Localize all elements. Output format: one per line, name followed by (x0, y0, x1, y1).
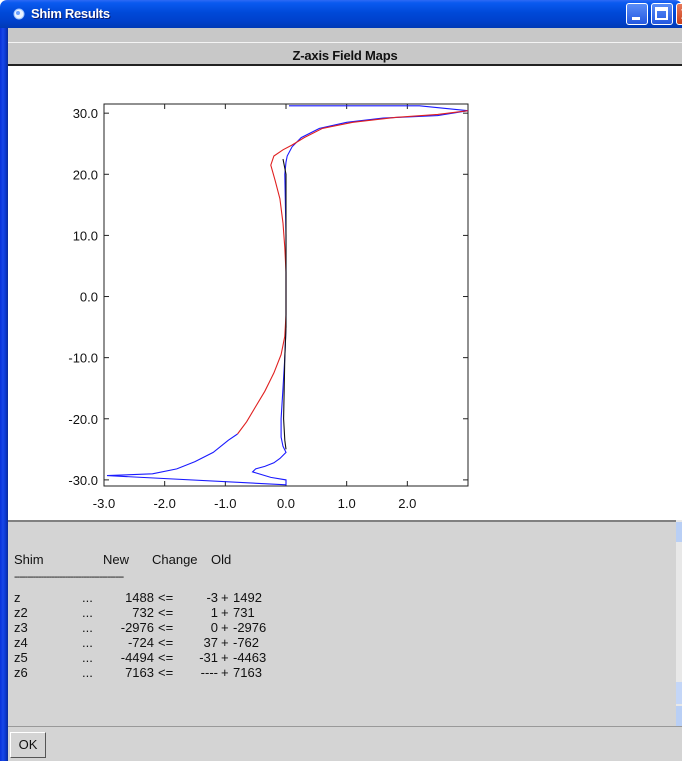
result-change: 0 (210, 620, 218, 635)
field-maps-header: Z-axis Field Maps (8, 42, 682, 66)
field-map-line-1 (106, 105, 469, 486)
close-button[interactable] (676, 3, 682, 25)
result-old: -762 (233, 635, 260, 650)
result-new: -724 (127, 635, 154, 650)
result-dots: ... (82, 635, 93, 650)
result-new: -2976 (120, 620, 154, 635)
result-arrow: <= (158, 620, 174, 635)
x-tick-label: 2.0 (398, 496, 416, 511)
java-app-icon (13, 8, 25, 20)
x-tick-label: -2.0 (153, 496, 175, 511)
y-tick-label: -20.0 (68, 412, 98, 427)
result-name: z3 (14, 620, 28, 635)
result-new: 1488 (125, 590, 154, 605)
x-tick-label: 0.0 (277, 496, 295, 511)
x-tick-label: -1.0 (214, 496, 236, 511)
y-tick-label: 0.0 (80, 290, 98, 305)
y-tick-label: 10.0 (73, 228, 98, 243)
result-change: -31 (199, 650, 218, 665)
result-name: z6 (14, 665, 28, 680)
close-icon (681, 9, 682, 19)
result-row-z3: z3... -2976 <= 0 + -2976 (8, 620, 668, 635)
result-plus: + (221, 665, 229, 680)
result-arrow: <= (158, 590, 174, 605)
maximize-icon (655, 7, 668, 20)
result-arrow: <= (158, 650, 174, 665)
minimize-icon (632, 17, 640, 20)
result-row-z6: z6... 7163 <= ---- +7163 (8, 665, 668, 680)
y-tick-label: 30.0 (73, 106, 98, 121)
result-dots: ... (82, 650, 93, 665)
z-axis-field-map-chart: -3.0 -2.0 -1.0 0.0 1.0 2.0 30.0 20.0 10.0 0.0 -10.… (68, 103, 469, 511)
result-row-z5: z5... -4494 <= -31 + -4463 (8, 650, 668, 665)
scroll-up-button[interactable] (676, 522, 682, 542)
title-bar[interactable]: Shim Results (0, 0, 682, 28)
x-tick-label: 1.0 (338, 496, 356, 511)
results-divider: ----------------------------------------… (14, 571, 124, 583)
result-change: 37 (203, 635, 218, 650)
result-new: 7163 (125, 665, 154, 680)
scroll-thumb[interactable] (676, 682, 682, 704)
result-old: 731 (233, 605, 255, 620)
result-new: -4494 (120, 650, 154, 665)
y-tick-label: -30.0 (68, 473, 98, 488)
maximize-button[interactable] (651, 3, 673, 25)
result-arrow: <= (158, 665, 174, 680)
result-row-z4: z4... -724 <= 37 + -762 (8, 635, 668, 650)
result-name: z (14, 590, 21, 605)
result-change: -3 (206, 590, 218, 605)
results-scrollbar[interactable] (676, 520, 682, 726)
result-change: 1 (210, 605, 218, 620)
y-tick-label: -10.0 (68, 351, 98, 366)
header-old: Old (211, 552, 232, 567)
result-dots: ... (82, 620, 93, 635)
result-dots: ... (82, 590, 93, 605)
field-map-line-3 (282, 158, 287, 450)
result-old: 7163 (233, 665, 262, 680)
result-plus: + (221, 620, 229, 635)
x-tick-label: -3.0 (93, 496, 115, 511)
result-row-z: z... 1488 <= -3 +1492 (8, 590, 668, 605)
ok-button[interactable]: OK (10, 732, 46, 758)
result-plus: + (221, 605, 229, 620)
result-plus: + (221, 650, 229, 665)
field-maps-title: Z-axis Field Maps (292, 48, 398, 63)
result-dots: ... (82, 605, 93, 620)
field-map-plot-area: -3.0 -2.0 -1.0 0.0 1.0 2.0 30.0 20.0 10.0 0.0 -10.… (8, 68, 682, 520)
button-bar: OK (8, 726, 682, 761)
shim-results-text[interactable]: Shim New Change Old --------------------… (8, 520, 676, 726)
result-name: z5 (14, 650, 28, 665)
result-old: -4463 (233, 650, 267, 665)
result-arrow: <= (158, 635, 174, 650)
minimize-button[interactable] (626, 3, 648, 25)
result-dots: ... (82, 665, 93, 680)
result-old: -2976 (233, 620, 267, 635)
result-name: z4 (14, 635, 28, 650)
result-change: ---- (200, 665, 218, 680)
header-new: New (103, 552, 130, 567)
result-name: z2 (14, 605, 28, 620)
scroll-down-button[interactable] (676, 706, 682, 726)
result-row-z2: z2... 732 <= 1 +731 (8, 605, 668, 620)
window-title: Shim Results (31, 6, 110, 21)
window-frame-left (0, 28, 8, 761)
header-spacer (8, 28, 682, 42)
header-change: Change (152, 552, 198, 567)
field-map-line-2 (237, 110, 469, 435)
result-old: 1492 (233, 590, 262, 605)
y-tick-label: 20.0 (73, 167, 98, 182)
header-shim: Shim (14, 552, 44, 567)
result-plus: + (221, 590, 229, 605)
result-plus: + (221, 635, 229, 650)
result-new: 732 (132, 605, 154, 620)
result-arrow: <= (158, 605, 174, 620)
